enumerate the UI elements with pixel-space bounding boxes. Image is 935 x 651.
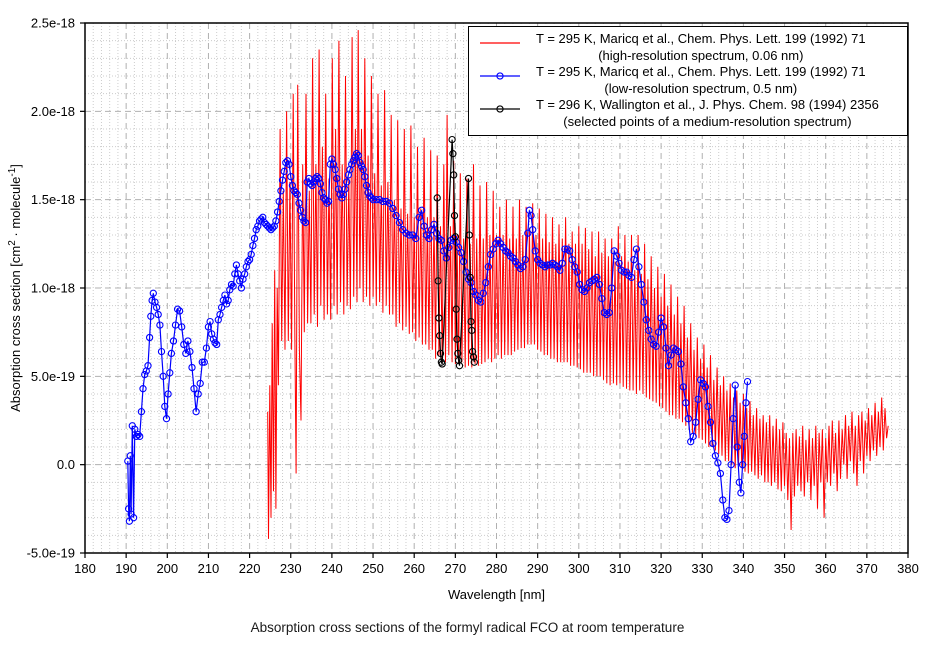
legend-entry-wallington: T = 296 K, Wallington et al., J. Phys. C… <box>469 97 907 130</box>
svg-text:370: 370 <box>856 561 878 576</box>
svg-text:2.5e-18: 2.5e-18 <box>31 16 75 31</box>
svg-text:360: 360 <box>815 561 837 576</box>
svg-text:350: 350 <box>774 561 796 576</box>
svg-text:310: 310 <box>609 561 631 576</box>
legend-sublabel: (selected points of a medium-resolution … <box>563 113 852 129</box>
svg-text:0.0: 0.0 <box>57 457 75 472</box>
legend-swatch-blue-line-circle-icon <box>480 72 520 80</box>
legend-sublabel: (high-resolution spectrum, 0.06 nm) <box>598 47 804 63</box>
chart-caption: Absorption cross sections of the formyl … <box>250 620 685 635</box>
svg-text:Wavelength [nm]: Wavelength [nm] <box>448 587 545 602</box>
svg-text:330: 330 <box>691 561 713 576</box>
svg-text:5.0e-19: 5.0e-19 <box>31 369 75 384</box>
svg-text:380: 380 <box>897 561 919 576</box>
legend-label: T = 296 K, Wallington et al., J. Phys. C… <box>536 97 879 112</box>
legend-swatch-red-line-icon <box>480 42 520 44</box>
svg-text:210: 210 <box>198 561 220 576</box>
svg-text:2.0e-18: 2.0e-18 <box>31 104 75 119</box>
svg-text:340: 340 <box>733 561 755 576</box>
svg-text:300: 300 <box>568 561 590 576</box>
svg-text:240: 240 <box>321 561 343 576</box>
svg-text:1.0e-18: 1.0e-18 <box>31 281 75 296</box>
svg-text:220: 220 <box>239 561 261 576</box>
chart: 180 190 200 210 220 230 240 250 260 270 280 290 300 3… <box>7 16 919 603</box>
svg-text:320: 320 <box>650 561 672 576</box>
svg-text:1.5e-18: 1.5e-18 <box>31 192 75 207</box>
svg-text:Absorption cross section [cm2: Absorption cross section [cm2 · molecule… <box>7 164 23 412</box>
svg-text:-5.0e-19: -5.0e-19 <box>27 546 75 561</box>
svg-text:290: 290 <box>527 561 549 576</box>
svg-text:180: 180 <box>74 561 96 576</box>
svg-text:190: 190 <box>115 561 137 576</box>
svg-text:200: 200 <box>156 561 178 576</box>
legend-swatch-black-line-circle-icon <box>480 105 520 113</box>
svg-text:280: 280 <box>486 561 508 576</box>
legend-entry-low-res: T = 295 K, Maricq et al., Chem. Phys. Le… <box>469 64 907 97</box>
svg-text:250: 250 <box>362 561 384 576</box>
svg-text:270: 270 <box>444 561 466 576</box>
legend-label: T = 295 K, Maricq et al., Chem. Phys. Le… <box>536 64 866 79</box>
legend: T = 295 K, Maricq et al., Chem. Phys. Le… <box>468 26 908 136</box>
legend-sublabel: (low-resolution spectrum, 0.5 nm) <box>604 80 798 96</box>
legend-label: T = 295 K, Maricq et al., Chem. Phys. Le… <box>536 31 866 46</box>
svg-text:260: 260 <box>403 561 425 576</box>
legend-entry-high-res: T = 295 K, Maricq et al., Chem. Phys. Le… <box>469 31 907 64</box>
svg-text:230: 230 <box>280 561 302 576</box>
